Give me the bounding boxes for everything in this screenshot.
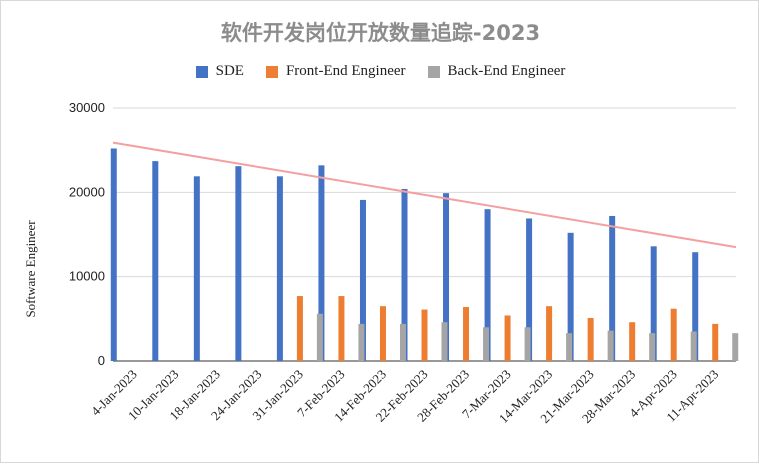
legend-label-front-end: Front-End Engineer (285, 63, 406, 79)
bar-sde (484, 209, 491, 361)
bar-sde (110, 148, 117, 361)
bar-front-end-engineer (421, 309, 428, 361)
bar-front-end-engineer (712, 323, 719, 361)
legend-item-front-end: Front-End Engineer (265, 63, 406, 80)
bar-sde (152, 161, 159, 361)
bar-sde (526, 218, 533, 361)
legend-item-back-end: Back-End Engineer (427, 63, 566, 80)
chart-title: 软件开发岗位开放数量追踪-2023 (220, 21, 541, 45)
bar-back-end-engineer (607, 330, 614, 361)
legend-swatch-sde (195, 65, 208, 78)
bar-front-end-engineer (546, 306, 553, 361)
legend-item-sde: SDE (195, 63, 244, 80)
bar-front-end-engineer (463, 307, 470, 361)
bar-back-end-engineer (524, 327, 531, 361)
bar-front-end-engineer (670, 308, 677, 361)
bar-back-end-engineer (358, 323, 365, 361)
bar-back-end-engineer (566, 333, 573, 361)
y-tick-label: 20000 (69, 184, 105, 199)
y-tick-label: 0 (98, 353, 105, 368)
bar-front-end-engineer (504, 315, 511, 361)
legend-swatch-front-end (265, 65, 278, 78)
trendline (112, 141, 737, 249)
bar-front-end-engineer (338, 296, 345, 361)
bar-sde (609, 215, 616, 361)
legend-label-back-end: Back-End Engineer (447, 63, 566, 79)
legend: SDE Front-End Engineer Back-End Engineer (1, 63, 759, 80)
y-tick-label: 30000 (69, 100, 105, 115)
legend-swatch-back-end (427, 65, 440, 78)
legend-label-sde: SDE (215, 63, 244, 79)
y-tick-label: 10000 (69, 269, 105, 284)
bar-sde (567, 232, 574, 361)
bar-front-end-engineer (379, 306, 386, 361)
bar-sde (650, 246, 657, 361)
bar-back-end-engineer (732, 333, 739, 361)
bar-back-end-engineer (649, 333, 656, 361)
bar-sde (401, 188, 408, 361)
bar-back-end-engineer (316, 313, 323, 361)
bar-back-end-engineer (690, 331, 697, 361)
bar-sde (193, 176, 200, 361)
bar-sde (276, 176, 283, 361)
bar-sde (692, 252, 699, 361)
bar-back-end-engineer (483, 327, 490, 361)
bar-sde (443, 193, 450, 361)
bar-front-end-engineer (629, 322, 636, 361)
bar-back-end-engineer (399, 323, 406, 361)
bar-back-end-engineer (441, 322, 448, 361)
bar-front-end-engineer (296, 296, 303, 361)
bar-sde (359, 199, 366, 361)
bar-sde (318, 165, 325, 361)
bar-sde (235, 166, 242, 361)
bar-front-end-engineer (587, 317, 594, 361)
